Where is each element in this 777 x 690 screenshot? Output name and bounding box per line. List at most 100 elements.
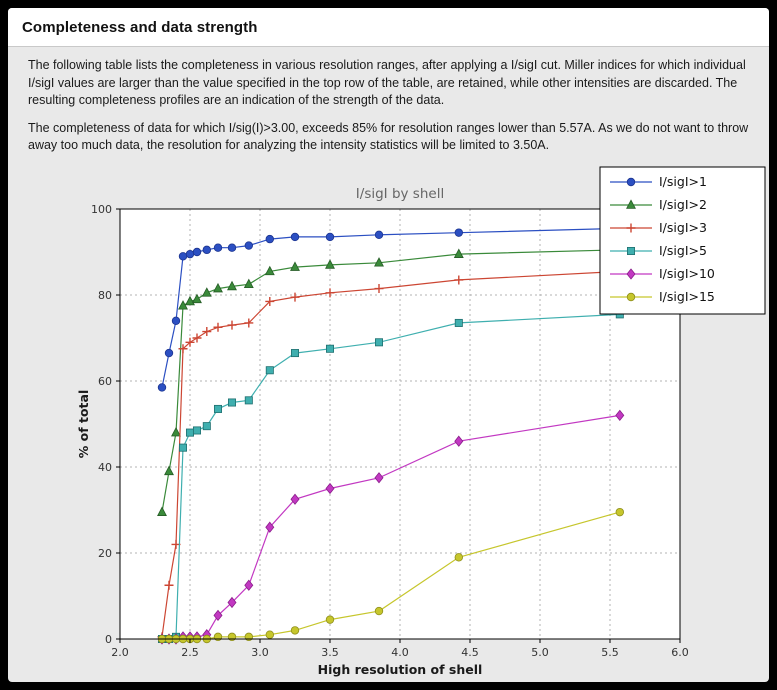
data-point-marker <box>454 318 463 327</box>
data-point-marker <box>192 247 202 257</box>
data-point-marker <box>627 247 636 256</box>
data-point-marker <box>264 265 275 276</box>
data-point-marker <box>185 249 195 259</box>
x-tick-label: 6.0 <box>671 646 689 659</box>
data-point-marker <box>626 223 636 233</box>
data-point-marker <box>213 322 223 332</box>
data-point-marker <box>325 344 334 353</box>
data-point-marker <box>454 275 464 285</box>
x-tick-label: 4.0 <box>391 646 409 659</box>
data-point-marker <box>265 366 274 375</box>
legend-entry-5: I/sigI>10 <box>610 266 715 281</box>
data-point-marker <box>615 409 625 422</box>
data-point-marker <box>213 632 223 642</box>
y-tick-label: 0 <box>105 633 112 646</box>
series-line <box>162 313 620 640</box>
x-axis-label: High resolution of shell <box>318 662 483 677</box>
data-point-marker <box>178 443 187 452</box>
x-tick-label: 4.5 <box>461 646 479 659</box>
y-tick-label: 40 <box>98 461 112 474</box>
data-point-marker <box>374 257 384 267</box>
data-point-marker <box>374 284 384 294</box>
data-point-marker <box>325 288 335 298</box>
data-point-marker <box>164 348 174 358</box>
data-point-marker <box>244 396 253 405</box>
data-point-marker <box>185 295 195 306</box>
y-tick-label: 100 <box>91 203 112 216</box>
x-tick-label: 3.5 <box>321 646 339 659</box>
data-point-marker <box>227 280 237 291</box>
legend-label: I/sigI>2 <box>659 197 707 212</box>
legend-entry-1: I/sigI>1 <box>610 174 707 189</box>
data-point-marker <box>192 426 201 435</box>
data-point-marker <box>171 316 181 325</box>
panel-header: Completeness and data strength <box>8 8 769 47</box>
data-point-marker <box>164 580 174 590</box>
x-tick-label: 3.0 <box>251 646 269 659</box>
report-panel: Completeness and data strength The follo… <box>8 8 769 682</box>
legend-label: I/sigI>15 <box>659 289 715 304</box>
legend-label: I/sigI>3 <box>659 220 707 235</box>
axes-ticks: 2.0 2.5 3.0 3.5 4.0 4.5 5.0 5.5 6.0 0 20 40 60 80 100 <box>91 203 689 659</box>
y-axis-label: % of total <box>76 390 91 459</box>
data-point-marker <box>290 493 300 505</box>
data-point-marker <box>243 278 254 289</box>
data-point-marker <box>374 472 384 484</box>
x-tick-label: 5.5 <box>601 646 619 659</box>
data-point-marker <box>227 398 236 407</box>
data-point-marker <box>202 327 212 337</box>
completeness-chart: 2.0 2.5 3.0 3.5 4.0 4.5 5.0 5.5 6.0 0 20 40 60 80 100 I… <box>8 161 768 678</box>
y-tick-label: 60 <box>98 375 112 388</box>
data-point-marker <box>178 252 188 261</box>
legend-entry-3: I/sigI>3 <box>610 220 707 235</box>
data-point-marker <box>192 333 202 343</box>
y-tick-label: 80 <box>98 289 112 302</box>
data-point-marker <box>454 435 464 447</box>
data-point-marker <box>201 287 212 297</box>
data-point-marker <box>325 232 335 242</box>
data-point-marker <box>227 320 237 330</box>
x-tick-label: 2.5 <box>181 646 199 659</box>
data-point-marker <box>213 404 222 413</box>
legend-label: I/sigI>1 <box>659 174 707 189</box>
data-point-marker <box>171 426 181 437</box>
data-point-marker <box>202 422 211 431</box>
data-point-marker <box>227 243 237 252</box>
chart-title: I/sigI by shell <box>356 186 444 202</box>
legend: I/sigI>1 I/sigI>2 I/sigI>3 I/sigI>5 I/sigI>1… <box>599 166 766 315</box>
data-point-marker <box>244 632 253 642</box>
data-point-marker <box>244 318 254 328</box>
data-point-marker <box>213 243 223 252</box>
data-point-marker <box>213 609 223 621</box>
data-point-marker <box>374 338 383 347</box>
data-point-marker <box>325 259 335 269</box>
data-point-marker <box>290 232 300 242</box>
data-point-marker <box>157 383 167 392</box>
data-point-marker <box>265 630 274 639</box>
data-point-marker <box>164 465 174 476</box>
data-point-marker <box>157 506 167 516</box>
data-point-marker <box>265 234 274 244</box>
data-point-marker <box>265 296 275 306</box>
data-point-marker <box>626 292 636 302</box>
data-point-marker <box>202 245 211 255</box>
data-point-marker <box>227 596 237 609</box>
data-point-marker <box>227 632 237 642</box>
x-tick-label: 5.0 <box>531 646 549 659</box>
description-paragraph-2: The completeness of data for which I/sig… <box>28 120 749 153</box>
legend-box <box>599 166 766 315</box>
legend-entry-2: I/sigI>2 <box>610 197 707 212</box>
data-point-marker <box>454 553 463 562</box>
legend-label: I/sigI>10 <box>659 266 715 281</box>
description-paragraph-1: The following table lists the completene… <box>28 58 746 107</box>
data-point-marker <box>325 482 335 495</box>
data-point-marker <box>213 282 223 293</box>
data-point-marker <box>453 248 464 258</box>
data-point-marker <box>374 606 384 616</box>
data-point-marker <box>244 579 254 591</box>
data-point-marker <box>626 199 636 209</box>
data-point-marker <box>185 428 194 437</box>
data-point-marker <box>290 292 300 302</box>
data-point-marker <box>626 268 636 280</box>
isigi-by-shell-plot: 2.0 2.5 3.0 3.5 4.0 4.5 5.0 5.5 6.0 0 20 40 60 80 100 I… <box>76 166 766 677</box>
